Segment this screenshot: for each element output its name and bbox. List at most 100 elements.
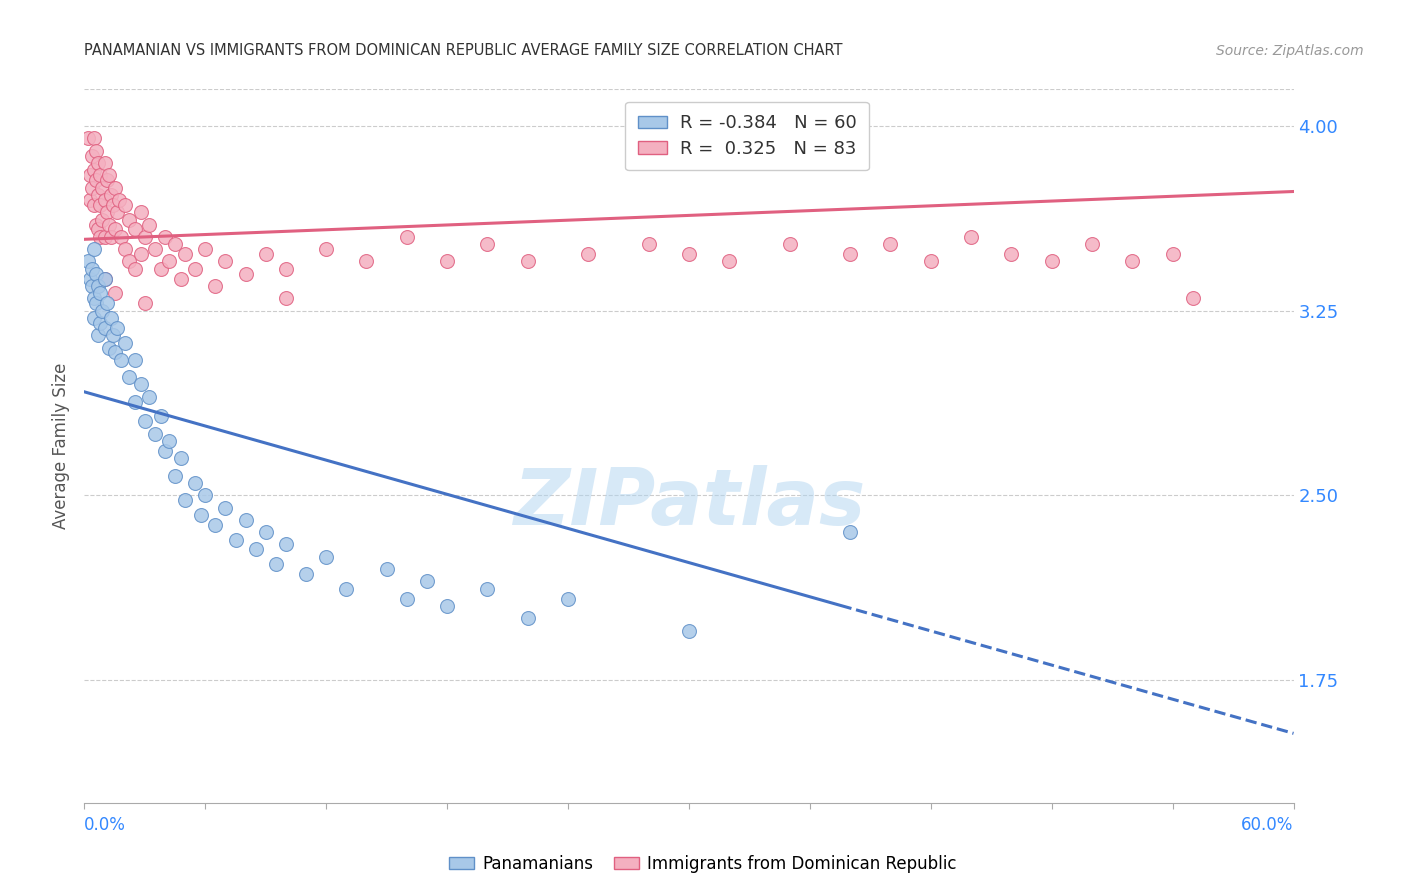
Point xyxy=(110,230,132,244)
Point xyxy=(1121,254,1143,268)
Text: ZIPatlas: ZIPatlas xyxy=(513,465,865,541)
Point xyxy=(93,230,115,244)
Point xyxy=(170,271,193,285)
Point xyxy=(149,409,172,424)
Point xyxy=(1081,237,1104,252)
Point xyxy=(153,444,176,458)
Point xyxy=(557,591,579,606)
Point xyxy=(86,296,108,310)
Point xyxy=(395,230,418,244)
Point xyxy=(1000,247,1022,261)
Point xyxy=(174,247,197,261)
Point xyxy=(153,230,176,244)
Point xyxy=(86,218,108,232)
Point xyxy=(143,426,166,441)
Point xyxy=(100,188,122,202)
Point xyxy=(274,537,297,551)
Point xyxy=(87,156,110,170)
Point xyxy=(204,279,226,293)
Point xyxy=(114,242,136,256)
Y-axis label: Average Family Size: Average Family Size xyxy=(52,363,70,529)
Point xyxy=(174,493,197,508)
Point xyxy=(79,271,101,285)
Point xyxy=(416,574,439,589)
Point xyxy=(879,237,901,252)
Point xyxy=(96,205,118,219)
Point xyxy=(678,624,700,638)
Point xyxy=(477,237,499,252)
Point xyxy=(96,173,118,187)
Point xyxy=(149,261,172,276)
Text: Source: ZipAtlas.com: Source: ZipAtlas.com xyxy=(1216,44,1364,58)
Point xyxy=(104,345,127,359)
Point xyxy=(114,198,136,212)
Point xyxy=(375,562,398,576)
Point xyxy=(143,242,166,256)
Point xyxy=(315,242,337,256)
Point xyxy=(165,468,187,483)
Point xyxy=(93,156,115,170)
Point xyxy=(93,321,115,335)
Point xyxy=(124,261,146,276)
Point xyxy=(157,254,180,268)
Point xyxy=(960,230,983,244)
Point xyxy=(83,198,105,212)
Point xyxy=(104,286,127,301)
Point xyxy=(87,188,110,202)
Legend: Panamanians, Immigrants from Dominican Republic: Panamanians, Immigrants from Dominican R… xyxy=(443,848,963,880)
Point xyxy=(97,218,120,232)
Point xyxy=(89,316,111,330)
Point xyxy=(1040,254,1063,268)
Point xyxy=(77,131,100,145)
Point xyxy=(91,180,114,194)
Point xyxy=(190,508,212,522)
Text: 60.0%: 60.0% xyxy=(1241,816,1294,834)
Point xyxy=(335,582,357,596)
Point xyxy=(295,566,318,581)
Point xyxy=(157,434,180,448)
Point xyxy=(170,451,193,466)
Point xyxy=(254,247,277,261)
Legend: R = -0.384   N = 60, R =  0.325   N = 83: R = -0.384 N = 60, R = 0.325 N = 83 xyxy=(626,102,869,170)
Point xyxy=(356,254,378,268)
Point xyxy=(225,533,247,547)
Point xyxy=(105,321,128,335)
Point xyxy=(134,296,156,310)
Point xyxy=(100,230,122,244)
Point xyxy=(110,352,132,367)
Point xyxy=(124,394,146,409)
Point xyxy=(637,237,659,252)
Point xyxy=(83,242,105,256)
Point xyxy=(97,169,120,183)
Point xyxy=(194,488,217,502)
Point xyxy=(184,261,207,276)
Point xyxy=(436,254,458,268)
Point xyxy=(204,517,226,532)
Point xyxy=(100,311,122,326)
Point xyxy=(516,611,538,625)
Point xyxy=(779,237,801,252)
Point xyxy=(83,163,105,178)
Point xyxy=(91,303,114,318)
Point xyxy=(264,557,287,571)
Point xyxy=(254,525,277,540)
Point xyxy=(134,230,156,244)
Point xyxy=(93,271,115,285)
Point xyxy=(89,230,111,244)
Text: 0.0%: 0.0% xyxy=(84,816,127,834)
Point xyxy=(86,267,108,281)
Point xyxy=(89,198,111,212)
Point xyxy=(83,131,105,145)
Point xyxy=(138,390,160,404)
Point xyxy=(516,254,538,268)
Point xyxy=(118,254,141,268)
Point xyxy=(79,169,101,183)
Point xyxy=(118,370,141,384)
Point xyxy=(235,513,257,527)
Point xyxy=(477,582,499,596)
Point xyxy=(1181,291,1204,305)
Point xyxy=(101,328,124,343)
Point xyxy=(77,254,100,268)
Point xyxy=(129,377,152,392)
Point xyxy=(101,198,124,212)
